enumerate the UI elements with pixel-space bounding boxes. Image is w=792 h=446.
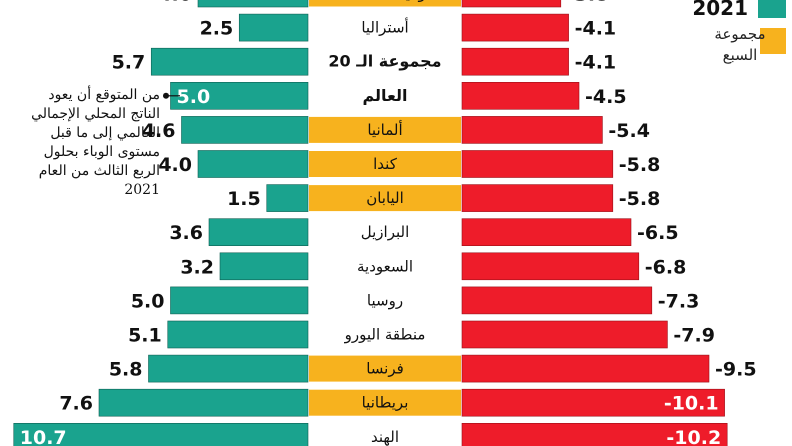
category-label: أستراليا — [361, 18, 408, 37]
value-label-decline: -6.5 — [637, 222, 679, 244]
bar-2021 — [219, 252, 309, 281]
value-label-decline: -4.1 — [575, 52, 617, 74]
value-label-2021: 2.5 — [200, 18, 234, 40]
bar-decline — [461, 82, 580, 110]
value-label-2021: 4.6 — [142, 120, 176, 142]
value-label-2021: 5.0 — [177, 86, 211, 108]
bar-2021 — [208, 218, 309, 246]
bar-decline — [461, 184, 614, 212]
bar-decline — [461, 422, 728, 446]
bar-2021 — [13, 422, 309, 446]
value-label-decline: -7.9 — [673, 325, 715, 347]
legend-swatch-2021 — [758, 0, 786, 18]
category-label: منطقة اليورو — [344, 326, 426, 344]
value-label-decline: -4.5 — [585, 86, 627, 108]
legend-label-g7: السبع — [723, 46, 758, 64]
bar-decline — [461, 320, 668, 349]
g7-label-background — [309, 116, 461, 143]
g7-label-background — [309, 355, 461, 382]
value-label-2021: 10.7 — [20, 427, 67, 446]
category-label: اليابان — [366, 189, 404, 207]
bar-2021 — [170, 286, 309, 315]
chart-annotation: من المتوقع أن يعود الناتج المحلي الإجمال… — [31, 87, 160, 198]
g7-label-background — [309, 151, 461, 177]
category-label: ألمانيا — [367, 120, 402, 139]
bar-2021 — [197, 150, 309, 178]
value-label-decline: -5.8 — [619, 154, 661, 176]
value-label-2021: 1.5 — [227, 188, 261, 210]
category-label: البرازيل — [361, 223, 410, 241]
legend-label-2021: 2021 — [692, 0, 748, 20]
value-label-decline: -3.8 — [567, 0, 609, 6]
category-label: روسيا — [367, 291, 403, 309]
bar-2021 — [238, 13, 309, 42]
bar-2021 — [98, 388, 309, 417]
bar-2021 — [150, 47, 309, 76]
bar-decline — [461, 388, 725, 417]
bar-decline — [461, 354, 710, 383]
bar-2021 — [197, 0, 309, 8]
bar-decline — [461, 13, 569, 42]
bar-decline — [461, 218, 632, 246]
value-label-decline: -7.3 — [658, 290, 700, 312]
bar-2021 — [266, 184, 309, 212]
bar-2021 — [167, 320, 309, 349]
category-label: فرنسا — [366, 360, 404, 378]
value-label-2021: 5.7 — [112, 52, 146, 74]
bar-decline — [461, 0, 562, 8]
value-label-decline: -6.8 — [645, 256, 687, 278]
bar-2021 — [181, 116, 309, 144]
legend-swatch-g7 — [760, 28, 786, 54]
bar-2021 — [148, 354, 309, 383]
value-label-decline: -10.1 — [664, 393, 719, 415]
category-label: كندا — [373, 155, 398, 173]
value-label-2021: 4.0 — [158, 0, 192, 6]
category-label: بريطانيا — [362, 394, 409, 412]
value-label-2021: 3.2 — [180, 256, 214, 278]
bar-decline — [461, 116, 603, 144]
g7-label-background — [309, 0, 461, 7]
value-label-decline: -5.4 — [608, 120, 650, 142]
category-label: الولايات المتحدة — [335, 0, 435, 3]
category-label: العالم — [362, 86, 407, 105]
value-label-2021: 4.0 — [158, 154, 192, 176]
category-label: الهند — [371, 428, 399, 446]
legend-label-g7: مجموعة — [714, 25, 765, 43]
value-label-2021: 5.8 — [109, 359, 143, 381]
bar-decline — [461, 150, 614, 178]
value-label-decline: -9.5 — [715, 359, 757, 381]
value-label-2021: 3.6 — [169, 222, 203, 244]
bar-decline — [461, 47, 569, 76]
bar-decline — [461, 286, 653, 315]
value-label-2021: 7.6 — [59, 393, 93, 415]
value-label-2021: 5.0 — [131, 290, 165, 312]
category-label: السعودية — [357, 257, 413, 275]
value-label-decline: -5.8 — [619, 188, 661, 210]
value-label-2021: 5.1 — [128, 325, 162, 347]
category-label: مجموعة الـ 20 — [328, 52, 441, 71]
value-label-decline: -10.2 — [666, 427, 721, 446]
value-label-decline: -4.1 — [575, 18, 617, 40]
g7-label-background — [309, 185, 461, 212]
bar-decline — [461, 252, 640, 281]
g7-label-background — [309, 389, 461, 416]
bar-2021 — [170, 82, 309, 110]
